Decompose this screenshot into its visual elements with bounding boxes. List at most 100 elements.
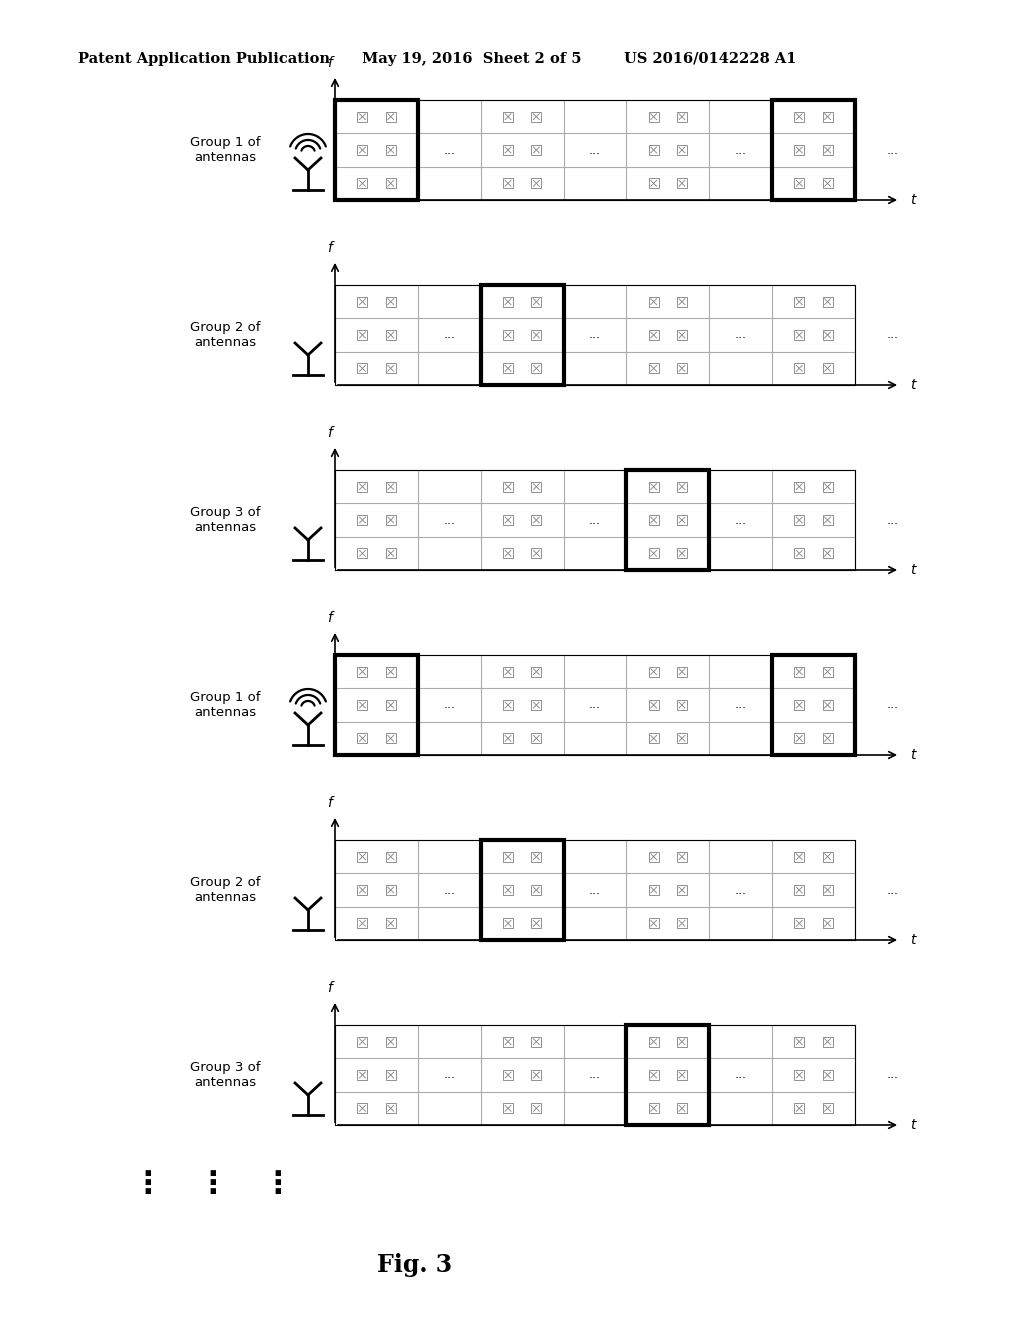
Bar [822,884,833,895]
Bar [822,297,833,306]
Bar [357,515,368,525]
Bar [822,700,833,710]
Bar [386,548,395,558]
Bar [503,178,513,189]
Bar [386,363,395,374]
Bar [503,330,513,341]
Bar [795,178,804,189]
Bar [677,884,687,895]
Bar [503,919,513,928]
Bar [795,884,804,895]
Text: Group 3 of
antennas: Group 3 of antennas [189,1061,260,1089]
Bar [795,330,804,341]
Bar [531,884,542,895]
Bar [357,112,368,121]
Bar [357,884,368,895]
Bar [503,482,513,491]
Bar [677,548,687,558]
Bar [677,1104,687,1113]
Bar [795,112,804,121]
Bar [386,178,395,189]
Bar [503,145,513,154]
Bar [822,330,833,341]
Bar [822,482,833,491]
Bar [386,112,395,121]
Bar [386,297,395,306]
Bar [677,178,687,189]
Bar [677,667,687,677]
Text: ...: ... [589,144,601,157]
Text: ...: ... [887,883,898,896]
Bar [648,548,658,558]
Bar [503,363,513,374]
Bar [335,655,418,755]
Text: ...: ... [443,883,456,896]
Bar [357,482,368,491]
Text: ...: ... [887,698,898,711]
Bar [677,734,687,743]
Bar [822,178,833,189]
Text: ...: ... [887,513,898,527]
Bar [335,100,418,201]
Bar [503,700,513,710]
Bar [822,734,833,743]
Text: ...: ... [734,883,746,896]
Bar [335,1026,855,1125]
Bar [677,145,687,154]
Text: ...: ... [443,513,456,527]
Bar [677,363,687,374]
Bar [795,515,804,525]
Bar [677,297,687,306]
Bar [795,700,804,710]
Bar [648,700,658,710]
Text: ...: ... [443,1068,456,1081]
Bar [531,482,542,491]
Bar [503,297,513,306]
Bar [386,667,395,677]
Bar [386,330,395,341]
Text: ...: ... [443,698,456,711]
Bar [531,178,542,189]
Bar [822,1104,833,1113]
Bar [357,145,368,154]
Text: ...: ... [589,698,601,711]
Bar [386,851,395,862]
Text: US 2016/0142228 A1: US 2016/0142228 A1 [624,51,797,66]
Bar [335,840,855,940]
Text: ...: ... [443,144,456,157]
Bar [503,112,513,121]
Text: ...: ... [887,329,898,342]
Bar [795,297,804,306]
Text: $f$: $f$ [327,979,335,995]
Bar [357,1104,368,1113]
Bar [648,734,658,743]
Text: Group 1 of
antennas: Group 1 of antennas [189,690,260,719]
Bar [503,1104,513,1113]
Bar [503,734,513,743]
Text: $t$: $t$ [910,748,918,762]
Text: ...: ... [589,883,601,896]
Bar [531,667,542,677]
Bar [386,515,395,525]
Text: ...: ... [443,329,456,342]
Bar [335,100,855,201]
Bar [386,482,395,491]
Text: ...: ... [589,513,601,527]
Bar [357,1036,368,1047]
Bar [531,297,542,306]
Bar [503,1036,513,1047]
Text: $t$: $t$ [910,564,918,577]
Bar [795,1036,804,1047]
Bar [531,145,542,154]
Bar [648,919,658,928]
Bar [531,112,542,121]
Bar [627,1026,710,1125]
Bar [677,482,687,491]
Text: ⋮: ⋮ [198,1171,228,1200]
Bar [648,330,658,341]
Bar [627,470,710,570]
Bar [503,515,513,525]
Bar [357,297,368,306]
Bar [677,700,687,710]
Bar [386,145,395,154]
